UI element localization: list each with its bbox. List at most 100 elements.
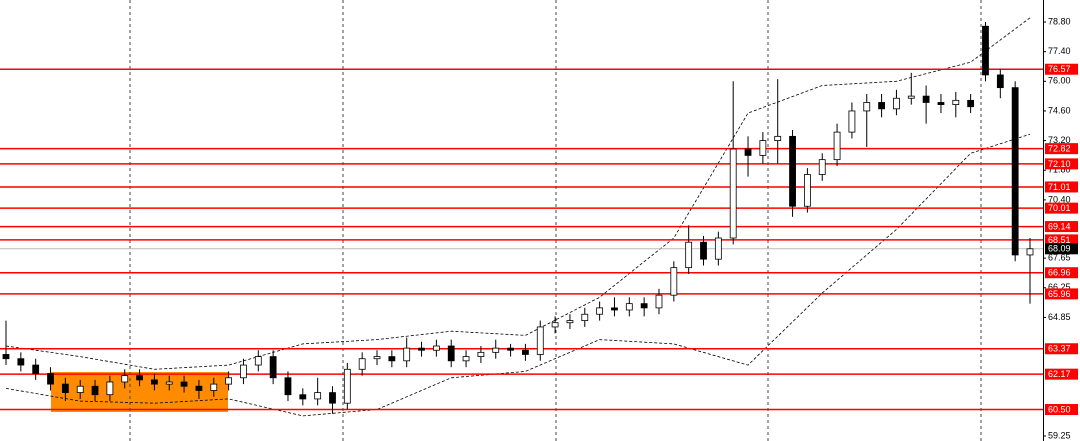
level-label: 60.50 bbox=[1048, 404, 1071, 414]
y-tick-label: 59.25 bbox=[1048, 430, 1071, 440]
candle-body bbox=[982, 25, 989, 76]
candle-body bbox=[729, 148, 737, 239]
level-label-box bbox=[1045, 234, 1078, 246]
candle-body bbox=[269, 356, 277, 379]
candle-body bbox=[685, 241, 693, 269]
current-price-box bbox=[1045, 243, 1078, 255]
candle-body bbox=[284, 377, 292, 396]
y-tick-label: 64.85 bbox=[1048, 312, 1071, 322]
candle-body bbox=[76, 385, 84, 393]
level-label-box bbox=[1045, 368, 1078, 380]
candle-body bbox=[596, 307, 604, 315]
y-tick-label: 74.60 bbox=[1048, 105, 1071, 115]
candle-body bbox=[343, 368, 351, 404]
candle-body bbox=[418, 347, 425, 351]
y-tick-label: 76.00 bbox=[1048, 76, 1071, 86]
y-tick-label: 71.80 bbox=[1048, 165, 1071, 175]
candle-body bbox=[106, 381, 114, 396]
candle-body bbox=[848, 110, 856, 133]
candle-body bbox=[314, 392, 322, 400]
candle-body bbox=[655, 294, 663, 309]
y-tick-label: 67.65 bbox=[1048, 252, 1071, 262]
y-tick-label: 77.40 bbox=[1048, 46, 1071, 56]
candle-body bbox=[774, 135, 782, 141]
candle-body bbox=[17, 358, 25, 366]
candle-body bbox=[47, 373, 54, 385]
candle-body bbox=[373, 356, 381, 360]
candle-body bbox=[121, 375, 129, 383]
candle-body bbox=[403, 347, 411, 362]
level-label-box bbox=[1045, 63, 1078, 75]
candle-body bbox=[803, 174, 811, 207]
candle-body bbox=[2, 354, 10, 360]
level-label: 68.51 bbox=[1048, 235, 1071, 245]
candle-body bbox=[759, 140, 767, 156]
candle-body bbox=[744, 148, 752, 156]
level-label-box bbox=[1045, 143, 1078, 155]
candle-body bbox=[329, 392, 336, 404]
level-label: 66.96 bbox=[1048, 268, 1071, 278]
candle-body bbox=[551, 322, 559, 328]
candle-body bbox=[536, 326, 544, 355]
candle-body bbox=[299, 394, 307, 400]
candle-body bbox=[225, 377, 233, 385]
candle-body bbox=[789, 135, 796, 207]
level-label: 63.37 bbox=[1048, 344, 1071, 354]
level-label-box bbox=[1045, 404, 1078, 416]
candle-body bbox=[358, 358, 366, 370]
current-price-label: 68.09 bbox=[1048, 244, 1071, 254]
candle-body bbox=[492, 347, 500, 353]
candle-body bbox=[640, 303, 648, 309]
period-separators bbox=[129, 0, 982, 441]
candle-body bbox=[625, 303, 633, 311]
candle-body bbox=[907, 95, 915, 99]
candle-body bbox=[700, 241, 707, 260]
candle-body bbox=[254, 356, 262, 366]
candle-body bbox=[581, 313, 589, 321]
candle-body bbox=[388, 356, 396, 362]
candle-body bbox=[136, 375, 143, 381]
candle-body bbox=[447, 345, 455, 362]
level-label: 65.96 bbox=[1048, 289, 1071, 299]
candle-body bbox=[714, 237, 722, 260]
candle-body bbox=[670, 267, 678, 296]
candle-body bbox=[210, 383, 218, 391]
level-label-box bbox=[1045, 288, 1078, 300]
level-label: 70.01 bbox=[1048, 203, 1071, 213]
candle-body bbox=[151, 379, 158, 385]
level-label: 72.10 bbox=[1048, 159, 1071, 169]
candle-body bbox=[922, 95, 930, 103]
candle-body bbox=[611, 307, 618, 311]
candle-body bbox=[165, 381, 173, 385]
candle-body bbox=[32, 364, 40, 374]
candle-body bbox=[566, 320, 574, 324]
candle-body bbox=[91, 385, 99, 396]
level-label: 69.14 bbox=[1048, 221, 1071, 231]
candle-body bbox=[61, 383, 69, 393]
candle-body bbox=[462, 356, 470, 362]
candle-body bbox=[240, 364, 247, 379]
level-label: 62.17 bbox=[1048, 369, 1071, 379]
candle-body bbox=[522, 349, 529, 355]
level-label-box bbox=[1045, 343, 1078, 355]
band-upper bbox=[5, 17, 1031, 370]
candle-body bbox=[833, 131, 841, 161]
candle-body bbox=[195, 385, 203, 391]
candle-body bbox=[967, 99, 975, 108]
candle-body bbox=[1026, 248, 1034, 256]
candle-body bbox=[952, 99, 960, 105]
candle-body bbox=[996, 74, 1004, 89]
level-label-box bbox=[1045, 202, 1078, 214]
y-tick-label: 73.20 bbox=[1048, 135, 1071, 145]
level-label-box bbox=[1045, 267, 1078, 279]
level-label: 76.57 bbox=[1048, 64, 1071, 74]
candle-body bbox=[818, 159, 826, 175]
candle-body bbox=[878, 102, 885, 110]
candle-body bbox=[507, 347, 514, 351]
candle-body bbox=[180, 381, 188, 387]
level-label: 72.82 bbox=[1048, 144, 1071, 154]
y-tick-label: 66.25 bbox=[1048, 282, 1071, 292]
candle-body bbox=[893, 97, 900, 110]
candle-body bbox=[432, 345, 440, 351]
